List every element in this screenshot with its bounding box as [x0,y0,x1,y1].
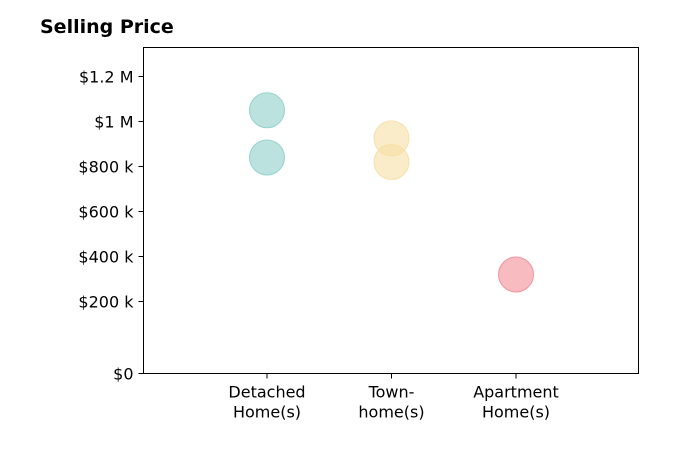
x-tick-label: Home(s) [233,403,301,422]
y-tick-label: $800 k [78,158,134,177]
y-tick-label: $0 [113,365,133,384]
y-tick-label: $400 k [78,248,134,267]
data-point [249,139,285,176]
data-point [498,256,534,293]
x-tick-label: Home(s) [482,403,550,422]
data-point [373,144,410,180]
chart-title: Selling Price [40,16,174,38]
data-point [249,92,285,129]
y-tick-label: $1.2 M [79,68,134,87]
x-tick-label: Detached [228,383,305,402]
x-tick-label: Apartment [473,383,559,402]
y-tick-label: $1 M [94,113,133,132]
x-tick-label: Town- [368,383,415,402]
x-tick-label: home(s) [358,403,424,422]
y-tick-label: $600 k [78,203,134,222]
y-tick-label: $200 k [78,293,134,312]
plot-frame [143,47,639,374]
